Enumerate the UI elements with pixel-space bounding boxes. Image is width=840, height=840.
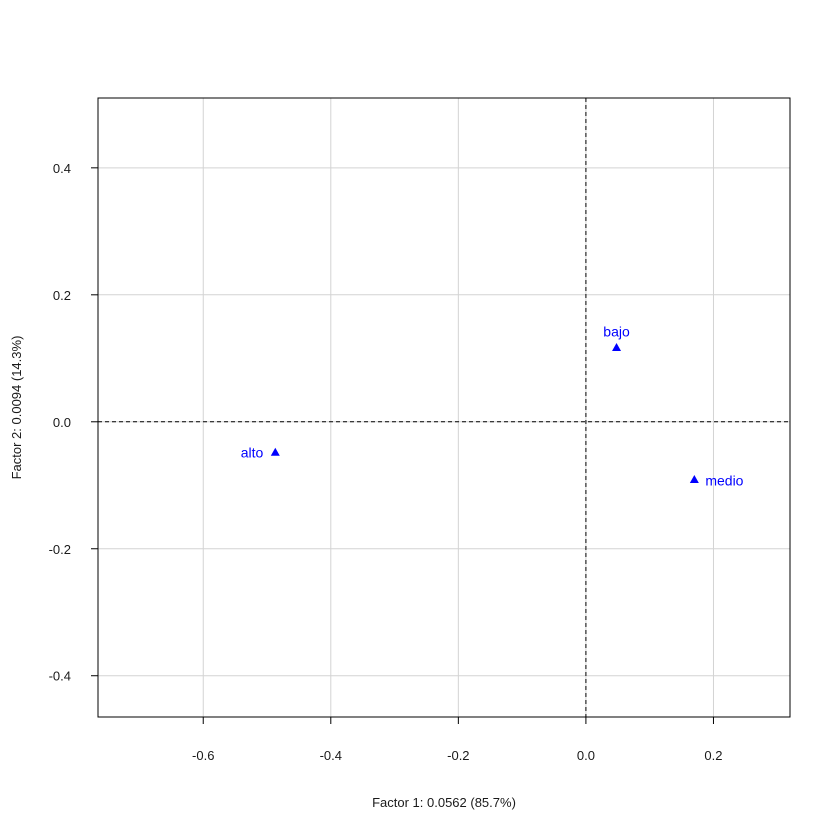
x-axis-label: Factor 1: 0.0562 (85.7%)	[372, 795, 516, 810]
x-tick-label-0: -0.6	[192, 748, 214, 763]
point-label-medio: medio	[705, 473, 743, 489]
plot-frame	[97, 97, 791, 718]
point-marker-medio	[689, 475, 699, 484]
y-tick-label-2: 0.0	[53, 415, 71, 430]
y-tick-label-0: -0.4	[49, 669, 71, 684]
point-label-alto: alto	[241, 444, 264, 460]
reference-lines	[98, 98, 790, 717]
y-tick-label-4: 0.4	[53, 161, 71, 176]
point-marker-bajo	[612, 343, 622, 352]
x-tick-label-4: 0.2	[704, 748, 722, 763]
x-tick-label-3: 0.0	[577, 748, 595, 763]
grid	[98, 98, 790, 717]
x-tick-label-2: -0.2	[447, 748, 469, 763]
point-marker-alto	[270, 447, 280, 456]
axis-ticks: -0.6 -0.4 -0.2 0.0 0.2 -0.4 -0.2 0.0 0.2 0.4	[49, 161, 723, 763]
y-tick-label-3: 0.2	[53, 288, 71, 303]
x-tick-label-1: -0.4	[320, 748, 342, 763]
y-tick-label-1: -0.2	[49, 542, 71, 557]
data-points: alto bajo medio	[241, 324, 744, 489]
y-axis-label: Factor 2: 0.0094 (14.3%)	[9, 336, 24, 480]
point-label-bajo: bajo	[603, 324, 630, 340]
